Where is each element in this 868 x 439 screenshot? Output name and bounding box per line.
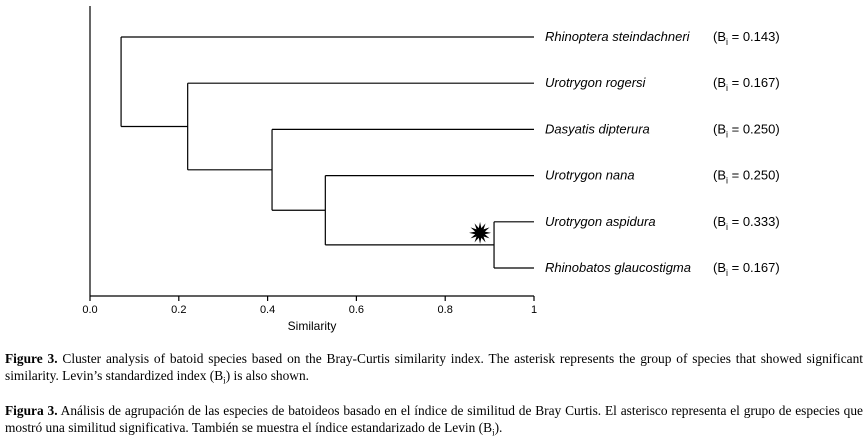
- x-tick-label: 0.6: [349, 304, 364, 316]
- caption-spanish: Figura 3. Análisis de agrupación de las …: [5, 402, 863, 438]
- caption-es-text-end: ).: [494, 420, 503, 435]
- caption-es-label: Figura 3.: [5, 403, 58, 418]
- significance-asterisk-icon: [469, 221, 492, 244]
- levin-index-label: (Bi = 0.250): [713, 168, 780, 186]
- leaf-label: Rhinoptera steindachneri: [545, 29, 691, 44]
- leaf-label: Dasyatis dipterura: [545, 121, 650, 136]
- caption-english: Figure 3. Cluster analysis of batoid spe…: [5, 350, 863, 386]
- caption-es-sub: i: [492, 427, 495, 438]
- x-axis-title: Similarity: [288, 319, 337, 333]
- caption-en-text-end: ) is also shown.: [225, 368, 310, 383]
- x-tick-label: 0.2: [171, 304, 186, 316]
- dendrogram-branches: [120, 36, 534, 269]
- leaf-label: Rhinobatos glaucostigma: [545, 260, 691, 275]
- leaf-label: Urotrygon aspidura: [545, 214, 656, 229]
- leaf-label: Urotrygon nana: [545, 168, 635, 183]
- dendrogram-chart: 0.0 0.2 0.4 0.6 0.8 1 Rhinoptera steindachner…: [82, 6, 780, 333]
- x-tick-label: 0.0: [82, 304, 97, 316]
- levin-index-label: (Bi = 0.143): [713, 29, 780, 47]
- levin-index-label: (Bi = 0.250): [713, 121, 780, 139]
- x-tick-label: 0.4: [260, 304, 275, 316]
- caption-es-text: Análisis de agrupación de las especies d…: [5, 403, 863, 435]
- levin-index-label: (Bi = 0.333): [713, 214, 780, 232]
- caption-en-label: Figure 3.: [5, 351, 58, 366]
- levin-index-label: (Bi = 0.167): [713, 75, 780, 93]
- x-tick-label: 1: [531, 304, 537, 316]
- axes: [89, 6, 534, 297]
- caption-en-sub: i: [223, 375, 226, 386]
- leaf-label: Urotrygon rogersi: [545, 75, 647, 90]
- levin-index-label: (Bi = 0.167): [713, 260, 780, 278]
- caption-en-text: Cluster analysis of batoid species based…: [5, 351, 863, 383]
- x-tick-label: 0.8: [438, 304, 453, 316]
